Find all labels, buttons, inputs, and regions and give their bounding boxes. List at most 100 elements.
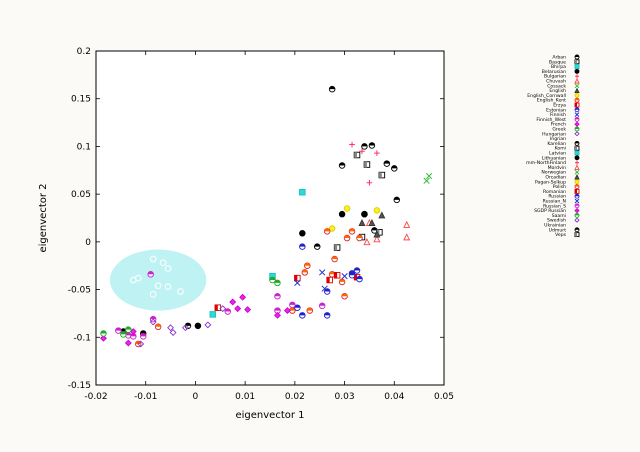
marker-half — [364, 161, 367, 168]
data-point — [299, 243, 306, 250]
data-point — [125, 326, 132, 333]
legend-marker — [574, 198, 580, 204]
data-point — [115, 327, 122, 334]
marker-half — [575, 107, 579, 110]
marker-half — [575, 213, 579, 216]
legend-label: Belarusian — [542, 69, 566, 75]
legend-marker — [574, 59, 580, 65]
data-point — [331, 255, 338, 263]
legend-label: French — [551, 122, 566, 128]
legend-label: SGDP Russian — [534, 208, 566, 214]
marker-body — [328, 225, 336, 232]
marker-body — [374, 150, 380, 156]
marker-body — [244, 306, 252, 314]
legend-marker — [574, 68, 580, 74]
legend-marker — [574, 102, 580, 108]
legend-marker — [574, 188, 580, 194]
legend-label: Arban — [552, 55, 566, 61]
legend-marker — [574, 107, 580, 113]
legend-marker — [574, 97, 580, 103]
x-tick-label: 0.03 — [335, 392, 355, 402]
marker-half — [339, 279, 345, 282]
marker-half — [326, 277, 330, 283]
data-point — [391, 165, 398, 172]
data-point — [169, 329, 177, 336]
data-point — [374, 150, 380, 156]
marker-half — [339, 162, 345, 166]
legend-label: Polish — [553, 184, 566, 190]
marker-body — [574, 198, 580, 204]
marker-half — [349, 228, 355, 232]
marker-body — [299, 230, 306, 237]
legend-marker — [574, 140, 580, 146]
legend-marker — [574, 131, 580, 137]
data-point — [219, 305, 227, 313]
marker-half — [354, 267, 360, 271]
legend-marker — [574, 227, 580, 233]
marker-half — [329, 86, 335, 90]
data-point — [274, 307, 281, 314]
marker-body — [363, 238, 371, 246]
marker-half — [274, 307, 281, 311]
data-point — [120, 331, 127, 338]
legend-label: Saami — [552, 213, 566, 219]
marker-half — [356, 235, 363, 239]
legend-marker — [574, 222, 580, 228]
legend-label: English_Kent — [537, 98, 566, 104]
marker-body — [209, 311, 217, 318]
legend-label: Komi — [555, 146, 566, 152]
legend-label: Lithuanian — [542, 155, 566, 161]
legend-marker — [574, 116, 580, 122]
marker-body — [100, 334, 107, 342]
legend-marker — [574, 173, 580, 180]
data-point — [129, 328, 137, 335]
marker-half — [575, 117, 579, 120]
marker-half — [575, 127, 579, 129]
marker-body — [574, 92, 580, 98]
data-point — [338, 210, 346, 218]
marker-half — [120, 331, 127, 335]
data-point — [124, 339, 132, 347]
data-point — [244, 306, 252, 314]
marker-body — [274, 311, 281, 319]
data-point — [356, 275, 363, 283]
marker-half — [384, 160, 390, 164]
legend-marker — [574, 112, 580, 117]
legend-label: Greek — [552, 127, 566, 133]
data-point — [299, 312, 306, 319]
legend-marker — [574, 83, 580, 89]
data-point — [371, 227, 378, 234]
marker-half — [274, 280, 281, 283]
legend-label: Russian_S — [543, 203, 566, 209]
marker-body — [373, 207, 381, 214]
marker-half — [575, 98, 579, 101]
marker-body — [574, 173, 580, 180]
legend-label: Pagan-Selkup — [535, 179, 566, 185]
legend-label: Russian_N — [543, 199, 566, 205]
marker-body — [129, 276, 137, 284]
marker-body — [574, 68, 580, 74]
y-tick-label: 0.2 — [77, 47, 91, 57]
legend-marker — [574, 92, 580, 98]
marker-body — [349, 141, 355, 148]
marker-half — [147, 271, 154, 275]
marker-half — [341, 293, 348, 297]
legend-marker — [574, 126, 580, 132]
marker-body — [343, 205, 351, 212]
marker-half — [140, 330, 147, 334]
data-point — [326, 276, 333, 284]
data-point — [359, 148, 365, 154]
legend-marker — [575, 160, 579, 165]
marker-body — [574, 207, 580, 214]
marker-half — [575, 194, 579, 197]
data-point — [341, 293, 348, 300]
x-tick-label: 0.04 — [384, 392, 404, 402]
data-point — [304, 262, 311, 269]
marker-half — [391, 165, 398, 169]
data-point — [299, 188, 306, 196]
marker-half — [379, 172, 382, 178]
legend-label: Ukrainian — [544, 223, 566, 229]
marker-half — [575, 189, 577, 194]
data-point — [130, 333, 137, 340]
data-point — [361, 210, 368, 218]
